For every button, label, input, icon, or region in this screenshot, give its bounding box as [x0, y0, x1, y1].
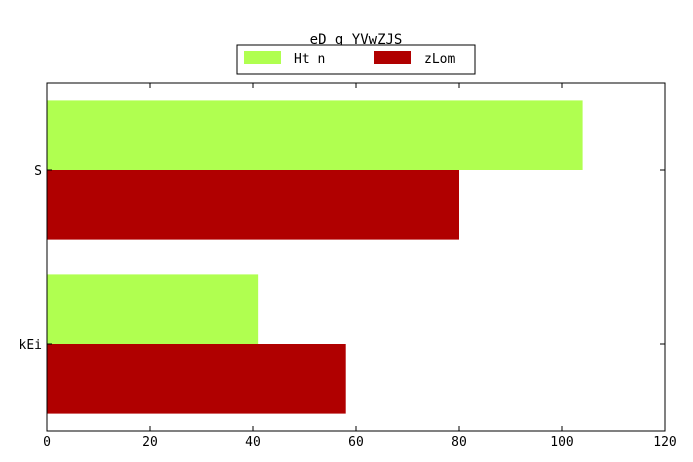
bar-ht-n-kei: [47, 274, 259, 344]
bar-ht-n-s: [47, 100, 583, 170]
x-tick-label-120: 120: [653, 435, 676, 450]
x-tick-label-100: 100: [550, 435, 573, 450]
x-tick-label-80: 80: [451, 435, 467, 450]
x-tick-label-20: 20: [142, 435, 158, 450]
legend-label-ht-n: Ht n: [294, 52, 325, 67]
chart-title: eD g YVwZJS: [310, 32, 403, 48]
plot-frame: [46, 82, 666, 432]
bar-zlom-s: [47, 170, 459, 240]
legend-label-zlom: zLom: [424, 52, 455, 67]
x-tick-label-0: 0: [43, 435, 51, 450]
y-tick-label-kei: kEi: [19, 338, 42, 353]
y-tick-label-s: S: [34, 164, 42, 179]
x-tick-label-40: 40: [245, 435, 261, 450]
legend: Ht n zLom: [236, 44, 476, 75]
legend-swatch-ht-n: [244, 51, 281, 64]
bar-zlom-kei: [47, 344, 346, 414]
x-tick-label-60: 60: [348, 435, 364, 450]
legend-swatch-zlom: [374, 51, 411, 64]
